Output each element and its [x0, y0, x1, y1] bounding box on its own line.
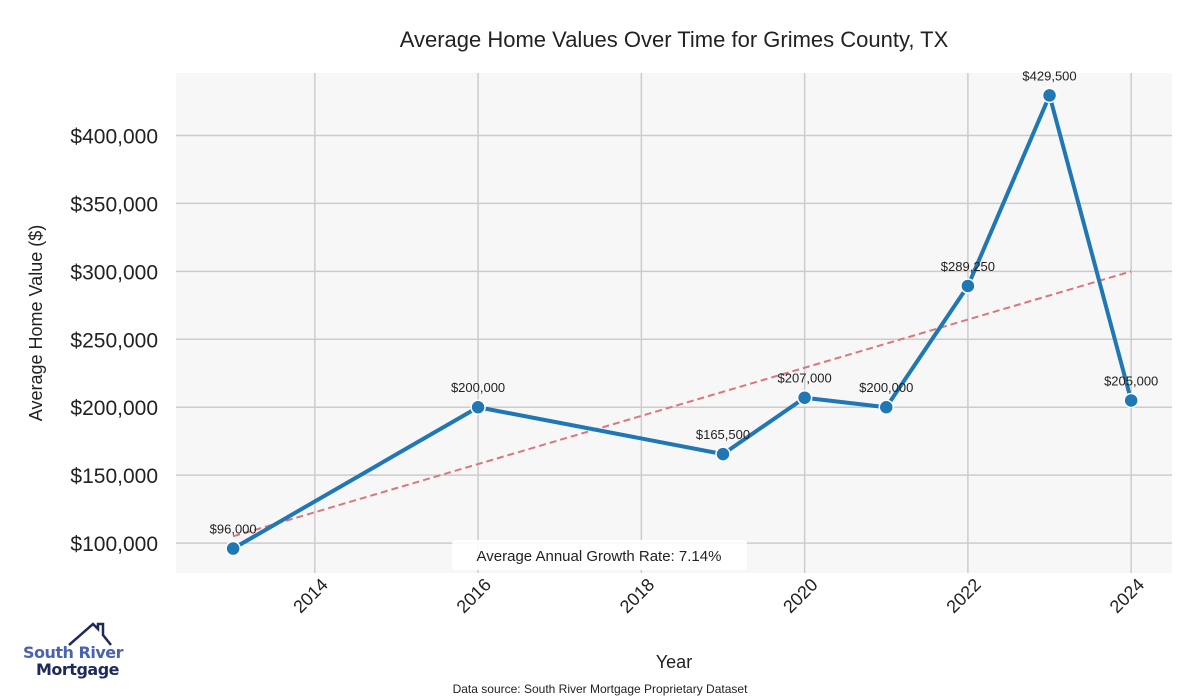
chart-title: Average Home Values Over Time for Grimes…	[400, 27, 949, 52]
data-point	[1123, 392, 1139, 409]
y-tick-label: $400,000	[70, 126, 158, 149]
x-tick-label: 2018	[616, 575, 658, 617]
data-label: $200,000	[859, 380, 913, 395]
logo-house-icon	[68, 622, 112, 646]
x-tick-label: 2020	[779, 575, 821, 617]
annotation-box	[452, 540, 747, 570]
data-point	[960, 278, 976, 294]
data-point	[225, 540, 241, 557]
data-source: Data source: South River Mortgage Propri…	[453, 682, 748, 696]
plot-area	[176, 73, 1172, 573]
y-tick-label: $100,000	[70, 533, 158, 556]
logo-line1: South River	[23, 643, 124, 662]
x-axis-label: Year	[656, 652, 692, 672]
data-point	[1041, 87, 1058, 104]
y-axis-label: Average Home Value ($)	[26, 225, 46, 421]
x-tick-label: 2022	[942, 575, 984, 617]
company-logo: South River Mortgage	[22, 620, 124, 680]
data-point	[878, 399, 895, 415]
data-label: $429,500	[1022, 68, 1076, 83]
trend-line	[232, 270, 1132, 538]
growth-rate-annotation: Average Annual Growth Rate: 7.14%	[477, 548, 722, 565]
data-label: $200,000	[451, 380, 505, 395]
data-label: $207,000	[778, 371, 832, 386]
data-label: $205,000	[1104, 373, 1158, 388]
y-tick-label: $250,000	[70, 329, 158, 352]
data-label: $165,500	[696, 427, 750, 442]
data-label: $289,250	[941, 259, 995, 274]
x-tick-label: 2024	[1106, 575, 1148, 617]
y-tick-label: $350,000	[70, 193, 158, 216]
data-point	[715, 446, 731, 462]
y-tick-label: $200,000	[70, 397, 158, 420]
y-tick-label: $300,000	[70, 261, 158, 284]
data-label: $96,000	[210, 522, 257, 537]
data-point	[796, 389, 813, 406]
logo-line2: Mortgage	[36, 660, 120, 679]
series-line	[232, 93, 1134, 551]
x-tick-label: 2016	[453, 575, 495, 617]
y-tick-label: $150,000	[70, 465, 158, 488]
data-point	[470, 399, 486, 415]
x-tick-label: 2014	[289, 575, 331, 617]
